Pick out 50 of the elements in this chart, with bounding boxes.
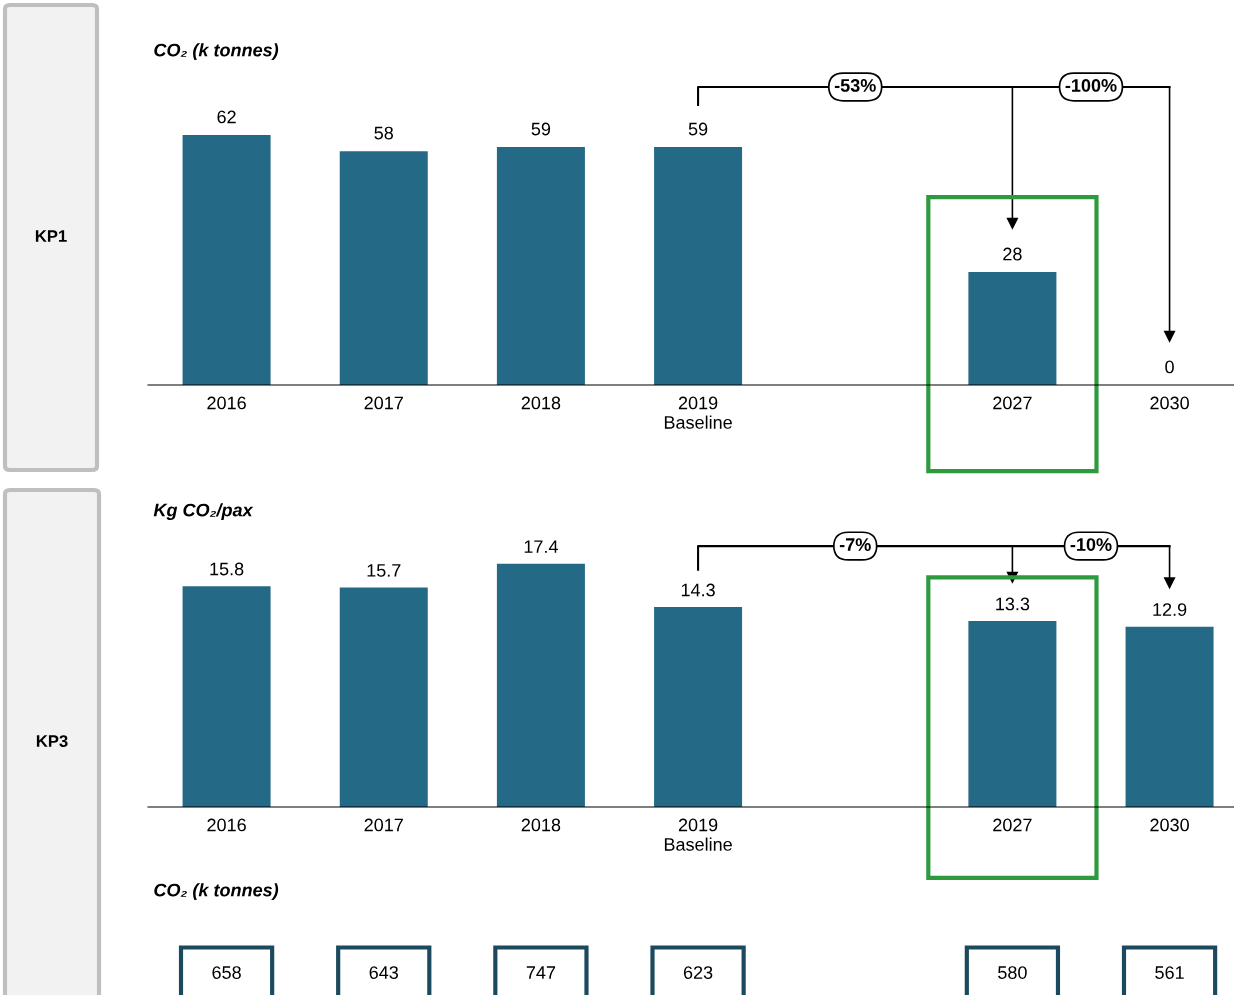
data-label: 59 [688, 122, 708, 136]
x-tick-label: 2017 [364, 818, 403, 832]
text: CO₂ (k tonnes) [154, 883, 279, 900]
x-tick-label: 2016 [207, 818, 246, 832]
data-label: 15.8 [210, 562, 244, 576]
x-tick-label: 2030 [1150, 396, 1189, 410]
data-label: 643 [369, 966, 399, 979]
y-axis-title: KP3 [36, 735, 68, 747]
bar [968, 272, 1057, 385]
x-tick-label: 2027 [993, 396, 1032, 410]
bar [968, 621, 1057, 807]
x-tick-label: 2027 [993, 818, 1032, 832]
text: -53% [834, 79, 876, 92]
bar [654, 607, 743, 807]
y-axis-title: KP1 [35, 230, 67, 242]
data-label: 12.9 [1153, 603, 1187, 616]
bar [496, 563, 585, 807]
data-label: 17.4 [524, 540, 558, 553]
x-tick-label: 2030 [1150, 818, 1189, 832]
x-tick-label: 2016 [207, 396, 246, 410]
bar [182, 586, 271, 807]
data-label: 13.3 [996, 597, 1030, 611]
data-label: 747 [526, 966, 556, 979]
x-tick-label: 2019 Baseline [664, 396, 732, 429]
bar [654, 147, 743, 385]
data-label: 658 [212, 966, 241, 979]
data-label: 62 [217, 110, 236, 124]
data-label: 623 [683, 966, 713, 979]
chart-title: CO₂ (k tonnes) [154, 43, 279, 60]
data-label: 0 [1165, 360, 1174, 374]
data-label: 580 [998, 966, 1027, 979]
data-label: 15.7 [367, 564, 401, 577]
bar [496, 147, 585, 385]
x-tick-label: 2018 [521, 818, 561, 832]
data-label: 58 [374, 126, 393, 140]
bar [339, 151, 428, 385]
data-label: 59 [531, 122, 551, 136]
text: -7% [839, 538, 871, 551]
bar [339, 587, 428, 807]
data-label: 561 [1155, 966, 1184, 979]
chart-title: Kg CO₂/pax [153, 503, 254, 520]
text: -100% [1065, 79, 1117, 92]
x-tick-label: 2018 [521, 396, 561, 410]
text: -10% [1070, 538, 1112, 551]
x-tick-label: 2017 [364, 396, 403, 410]
data-label: 28 [1003, 247, 1022, 261]
data-label: 14.3 [681, 583, 715, 597]
bar [1125, 626, 1214, 807]
x-tick-label: 2019 Baseline [664, 818, 732, 851]
bar [182, 135, 271, 385]
